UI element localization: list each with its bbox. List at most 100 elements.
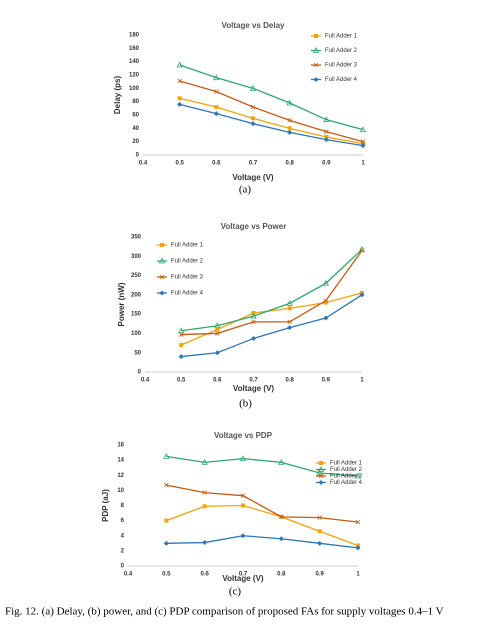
legend-label: Full Adder 1	[330, 461, 363, 467]
marker	[287, 129, 293, 135]
marker	[214, 89, 219, 94]
marker	[360, 139, 366, 144]
marker	[213, 74, 220, 81]
marker	[323, 298, 329, 303]
marker	[323, 137, 329, 143]
chart: Voltage vs Power Voltage (V) Power (nW) (b)…	[117, 222, 366, 410]
marker	[323, 116, 330, 123]
y-tick-label: 0	[138, 370, 142, 376]
marker	[215, 327, 220, 332]
series-line	[179, 80, 364, 143]
series-line	[179, 64, 364, 131]
y-tick-label: 250	[131, 273, 142, 279]
marker	[317, 515, 322, 520]
marker	[287, 126, 292, 131]
marker	[251, 319, 256, 325]
marker	[251, 116, 255, 121]
y-tick-label: 2	[121, 548, 125, 554]
y-axis-label: Power (nW)	[117, 282, 126, 326]
legend-marker	[319, 461, 323, 465]
y-tick-label: 80	[132, 99, 139, 105]
y-tick-label: 100	[131, 331, 142, 337]
legend-marker	[318, 473, 324, 479]
y-tick-label: 14	[117, 458, 124, 464]
marker	[278, 459, 285, 465]
panel-label: (c)	[229, 586, 242, 598]
y-tick-label: 16	[117, 443, 124, 449]
marker	[250, 121, 256, 127]
x-tick-label: 0.9	[322, 161, 331, 167]
marker	[177, 101, 183, 107]
x-tick-label: 1	[360, 378, 364, 384]
marker	[178, 354, 184, 360]
legend-marker	[313, 62, 319, 68]
y-tick-label: 6	[121, 518, 125, 524]
y-tick-label: 40	[132, 126, 139, 132]
x-tick-label: 0.8	[285, 161, 294, 167]
series-line	[181, 248, 363, 332]
series-line	[181, 250, 363, 336]
legend-label: Full Adder 1	[171, 243, 204, 249]
legend-marker	[158, 257, 166, 264]
marker	[179, 343, 184, 347]
y-tick-label: 20	[132, 139, 139, 145]
marker	[251, 335, 256, 341]
marker	[279, 514, 284, 520]
marker	[214, 322, 221, 329]
marker	[201, 459, 208, 465]
x-tick-label: 0.9	[322, 378, 331, 384]
marker	[359, 292, 365, 298]
marker	[164, 482, 169, 488]
y-tick-label: 60	[132, 113, 139, 119]
y-tick-label: 50	[134, 350, 141, 356]
legend-label: Full Adder 4	[330, 480, 363, 486]
y-tick-label: 150	[131, 312, 142, 318]
marker	[202, 504, 207, 509]
legend-label: Full Adder 3	[171, 275, 204, 281]
marker	[355, 545, 361, 551]
y-tick-label: 200	[131, 292, 142, 298]
series-line	[181, 294, 363, 358]
legend-marker	[312, 47, 320, 53]
marker	[359, 126, 367, 133]
marker	[202, 490, 207, 495]
legend-label: Full Adder 2	[171, 259, 204, 265]
x-tick-label: 1	[356, 572, 360, 578]
marker	[240, 533, 246, 539]
x-tick-label: 0.5	[175, 161, 184, 167]
chart: Voltage vs PDP Voltage (V) PDP (aJ) (c) 0 2 4 6…	[101, 431, 363, 597]
series-line	[166, 484, 359, 523]
figure-caption: Fig. 12. (a) Delay, (b) power, and (c) P…	[5, 606, 444, 618]
x-tick-label: 0.7	[249, 378, 258, 384]
legend-label: Full Adder 4	[171, 291, 204, 297]
legend-label: Full Adder 2	[325, 48, 358, 54]
marker	[239, 455, 247, 462]
marker	[163, 453, 170, 459]
marker	[250, 312, 257, 319]
legend-marker	[314, 34, 318, 38]
legend-marker	[160, 243, 164, 247]
chart: Voltage vs Delay Voltage (V) Delay (ps) (a)…	[113, 21, 367, 196]
series-line	[179, 97, 364, 145]
chart-title: Voltage vs PDP	[214, 431, 273, 440]
x-tick-label: 0.9	[315, 572, 324, 578]
x-tick-label: 0.4	[139, 161, 148, 167]
marker	[241, 503, 245, 508]
x-tick-label: 0.6	[200, 572, 209, 578]
series-line	[166, 455, 359, 477]
legend-marker	[313, 77, 319, 82]
marker	[287, 319, 292, 325]
marker	[214, 350, 220, 356]
marker	[164, 518, 169, 523]
y-axis-label: Delay (ps)	[113, 76, 122, 115]
x-tick-label: 0.8	[277, 572, 286, 578]
x-tick-label: 0.6	[212, 161, 221, 167]
marker	[317, 540, 323, 546]
series-line	[180, 292, 363, 346]
y-tick-label: 120	[129, 73, 140, 79]
marker	[323, 315, 329, 321]
marker	[177, 327, 185, 334]
panel-label: (a)	[239, 184, 252, 196]
marker	[355, 519, 361, 525]
y-tick-label: 180	[129, 33, 140, 39]
